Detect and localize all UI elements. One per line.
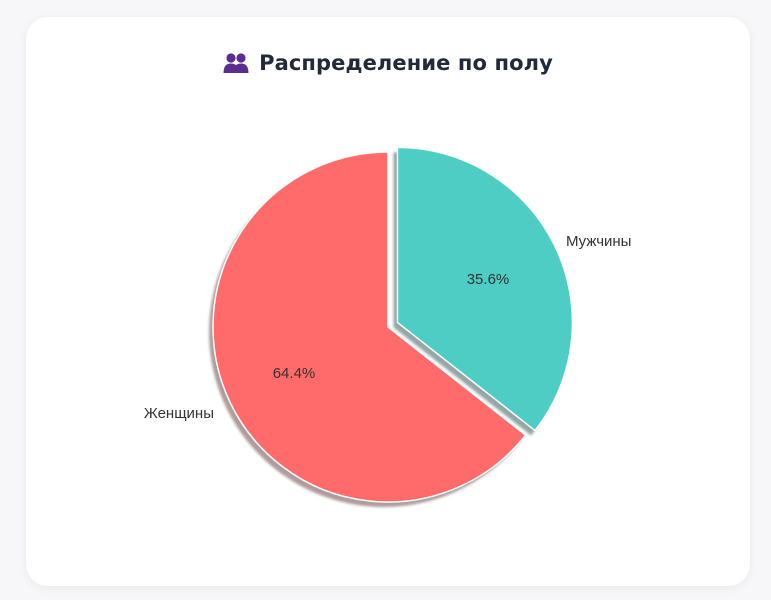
chart-title-text: Распределение по полу xyxy=(259,51,553,75)
label-women: Женщины xyxy=(144,405,214,422)
pie-slice-men[interactable] xyxy=(396,146,574,432)
people-icon xyxy=(223,53,249,73)
chart-title: Распределение по полу xyxy=(26,51,750,75)
pct-women: 64.4% xyxy=(273,365,316,382)
pct-men: 35.6% xyxy=(467,271,510,288)
pie-slice-women[interactable] xyxy=(212,151,527,503)
label-men: Мужчины xyxy=(566,233,631,250)
